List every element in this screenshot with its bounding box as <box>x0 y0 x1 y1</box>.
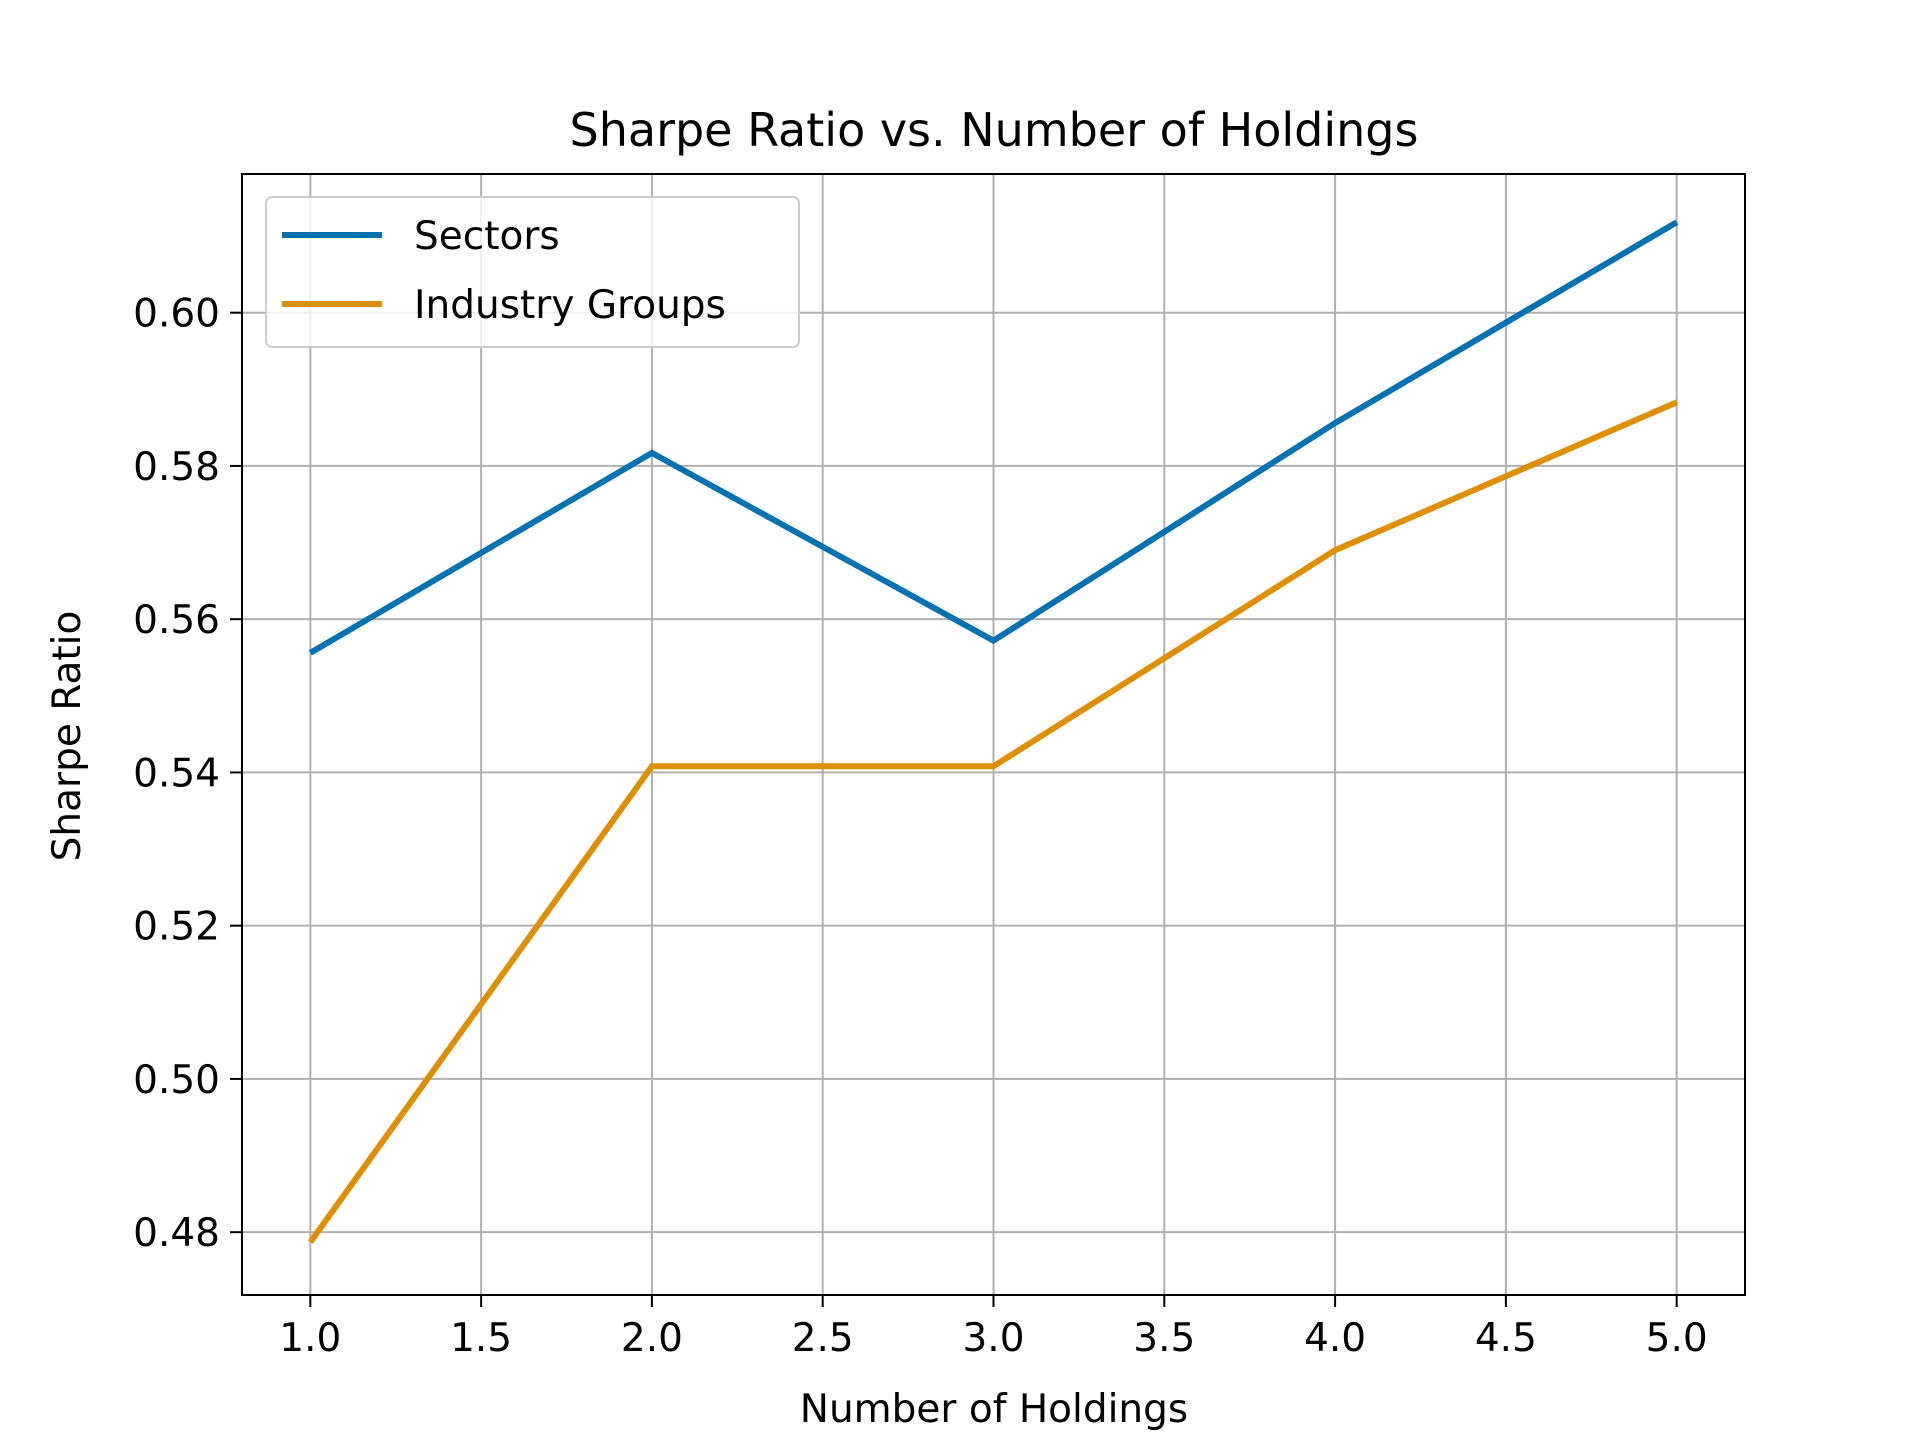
legend-box <box>265 196 800 348</box>
y-axis-label: Sharpe Ratio <box>45 611 90 862</box>
legend: Sectors Industry Groups <box>265 196 800 348</box>
x-tick-label: 1.5 <box>450 1316 512 1361</box>
x-tick-label: 2.5 <box>792 1316 854 1361</box>
series-lines <box>307 219 1679 1244</box>
series-line-sectors <box>308 219 1679 656</box>
x-tick-label: 5.0 <box>1646 1316 1708 1361</box>
legend-label-industry-groups: Industry Groups <box>414 283 726 328</box>
chart-title: Sharpe Ratio vs. Number of Holdings <box>570 103 1419 157</box>
series-line-industry-groups <box>307 399 1678 1244</box>
x-tick-label: 3.0 <box>962 1316 1024 1361</box>
y-tick-label: 0.48 <box>133 1211 220 1256</box>
y-tick-label: 0.60 <box>133 292 220 337</box>
x-axis-label: Number of Holdings <box>800 1387 1188 1432</box>
y-tick-label: 0.56 <box>133 598 220 643</box>
x-tick-label: 4.0 <box>1304 1316 1366 1361</box>
y-tick-label: 0.58 <box>133 445 220 490</box>
y-tick-label: 0.52 <box>133 905 220 950</box>
x-tick-label: 3.5 <box>1133 1316 1195 1361</box>
x-tick-label: 1.0 <box>279 1316 341 1361</box>
y-tick-label: 0.50 <box>133 1058 220 1103</box>
x-tick-label: 2.0 <box>621 1316 683 1361</box>
legend-label-sectors: Sectors <box>414 214 560 259</box>
x-tick-label: 4.5 <box>1475 1316 1537 1361</box>
grid <box>242 174 1745 1295</box>
y-tick-label: 0.54 <box>133 751 220 796</box>
axis-ticks: 1.0 1.5 2.0 2.5 3.0 3.5 4.0 4.5 5.0 0.48 0.50 0.52 0… <box>133 292 1708 1361</box>
